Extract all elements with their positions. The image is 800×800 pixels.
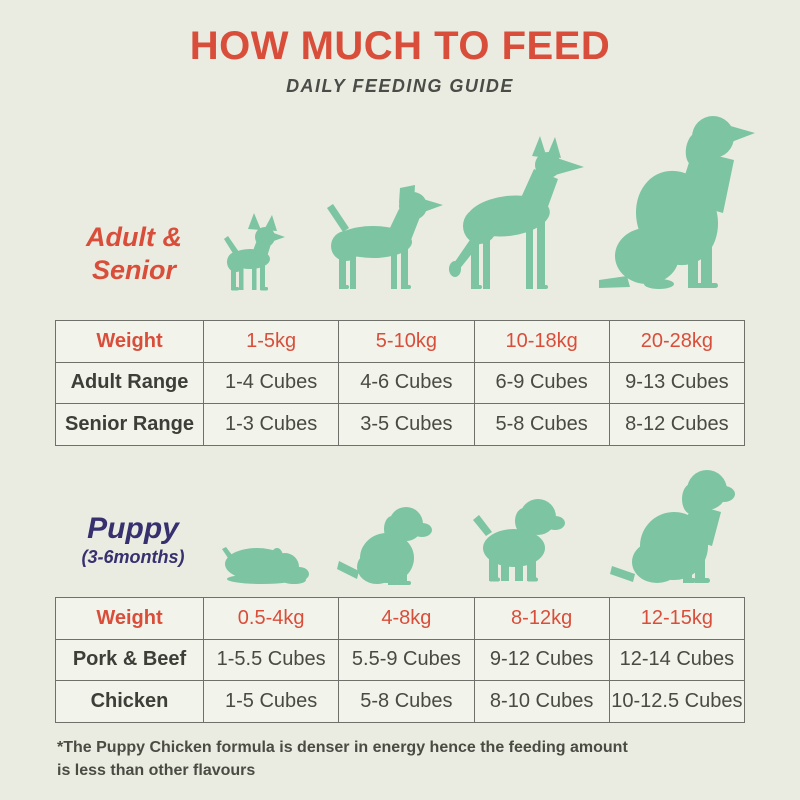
sitting-puppy-icon (337, 507, 432, 585)
table-cell: 9-12 Cubes (473, 638, 610, 681)
table-header-row: Weight 0.5-4kg 4-8kg 8-12kg 12-15kg (55, 597, 746, 640)
table-cell: 12-15kg (608, 597, 746, 640)
table-cell: 0.5-4kg (202, 597, 340, 640)
table-cell: 8-10 Cubes (473, 680, 610, 723)
table-cell: 12-14 Cubes (608, 638, 746, 681)
table-cell: 20-28kg (608, 320, 746, 363)
adult-senior-feeding-table: Weight 1-5kg 5-10kg 10-18kg 20-28kg Adul… (55, 320, 746, 446)
table-cell: 6-9 Cubes (473, 361, 610, 404)
golden-retriever-dog-icon (599, 116, 755, 289)
table-row: Adult Range 1-4 Cubes 4-6 Cubes 6-9 Cube… (55, 361, 746, 404)
table-cell: 8-12 Cubes (608, 403, 746, 446)
puppy-label-line2: (3-6months) (81, 547, 185, 567)
lying-puppy-icon (222, 547, 309, 584)
german-shepherd-dog-icon (449, 136, 584, 289)
table-cell: 1-5kg (202, 320, 340, 363)
table-cell: 5-10kg (338, 320, 475, 363)
footnote: *The Puppy Chicken formula is denser in … (57, 736, 657, 782)
senior-range-label-cell: Senior Range (55, 403, 204, 446)
table-cell: 5-8 Cubes (338, 680, 475, 723)
table-cell: 1-5 Cubes (202, 680, 340, 723)
table-cell: 3-5 Cubes (338, 403, 475, 446)
terrier-dog-icon (327, 185, 443, 289)
pork-beef-label-cell: Pork & Beef (55, 638, 204, 681)
footnote-line1: *The Puppy Chicken formula is denser in … (57, 739, 628, 756)
table-header-row: Weight 1-5kg 5-10kg 10-18kg 20-28kg (55, 320, 746, 363)
adult-range-label-cell: Adult Range (55, 361, 204, 404)
weight-header-cell: Weight (55, 320, 204, 363)
chihuahua-dog-icon (224, 213, 285, 291)
page-subtitle: DAILY FEEDING GUIDE (286, 76, 514, 96)
weight-header-cell: Weight (55, 597, 204, 640)
adult-senior-label-line1: Adult & (86, 222, 182, 252)
table-cell: 1-4 Cubes (202, 361, 340, 404)
puppy-label-line1: Puppy (87, 512, 179, 545)
table-cell: 1-3 Cubes (202, 403, 340, 446)
table-cell: 1-5.5 Cubes (202, 638, 340, 681)
table-cell: 4-8kg (338, 597, 475, 640)
table-cell: 9-13 Cubes (608, 361, 746, 404)
table-cell: 8-12kg (473, 597, 610, 640)
table-cell: 4-6 Cubes (338, 361, 475, 404)
young-dog-sitting-icon (610, 470, 735, 583)
table-cell: 5.5-9 Cubes (338, 638, 475, 681)
table-cell: 10-18kg (473, 320, 610, 363)
table-row: Senior Range 1-3 Cubes 3-5 Cubes 5-8 Cub… (55, 403, 746, 446)
table-row: Pork & Beef 1-5.5 Cubes 5.5-9 Cubes 9-12… (55, 638, 746, 681)
standing-puppy-icon (473, 499, 565, 582)
adult-senior-label-line2: Senior (91, 254, 177, 285)
table-cell: 5-8 Cubes (473, 403, 610, 446)
puppy-feeding-table: Weight 0.5-4kg 4-8kg 8-12kg 12-15kg Pork… (55, 597, 746, 723)
puppy-label: Puppy (3-6months) (44, 512, 222, 568)
table-cell: 10-12.5 Cubes (608, 680, 746, 723)
page-title: HOW MUCH TO FEED (189, 24, 611, 68)
chicken-label-cell: Chicken (55, 680, 204, 723)
footnote-line2: is less than other flavours (57, 762, 256, 780)
table-row: Chicken 1-5 Cubes 5-8 Cubes 8-10 Cubes 1… (55, 680, 746, 723)
adult-senior-label: Adult & Senior (58, 221, 210, 287)
